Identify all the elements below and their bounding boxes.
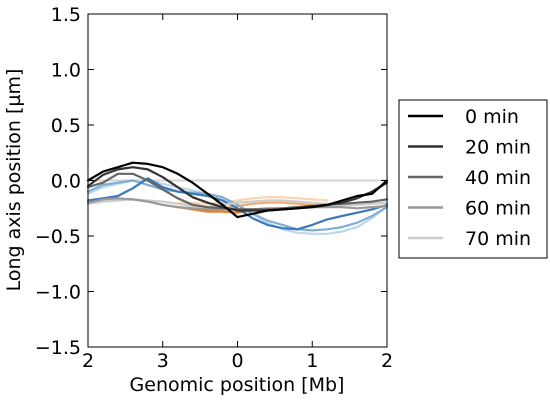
y-tick-label-6: −1.5 [35, 337, 81, 359]
x-tick-label-0: 2 [82, 350, 94, 372]
y-tick-label-4: −0.5 [35, 226, 81, 248]
x-axis-label: Genomic position [Mb] [130, 374, 345, 396]
legend-label-0: 0 min [465, 106, 519, 128]
legend: 0 min 20 min 40 min 60 min 70 min [398, 99, 548, 259]
legend-label-3: 60 min [465, 198, 531, 220]
x-tick-label-3: 1 [306, 350, 318, 372]
x-tick-label-2: 0 [231, 350, 243, 372]
y-axis-label: Long axis position [µm] [3, 69, 25, 292]
y-tick-label-5: −1.0 [35, 282, 81, 304]
x-tick-label-4: 2 [381, 350, 393, 372]
ticks-layer: 2 3 0 1 2 1.5 1.0 0.5 0.0 −0.5 −1.0 −1.5 [35, 4, 393, 372]
y-tick-label-2: 0.5 [51, 115, 81, 137]
series-line-0 [86, 161, 389, 219]
series-line-1 [86, 166, 389, 212]
legend-box [398, 99, 548, 259]
legend-label-1: 20 min [465, 137, 531, 159]
legend-label-2: 40 min [465, 167, 531, 189]
y-tick-label-3: 0.0 [51, 171, 81, 193]
y-tick-label-0: 1.5 [51, 4, 81, 26]
series-line-6 [86, 179, 389, 232]
x-tick-label-1: 3 [157, 350, 169, 372]
series-layer [86, 161, 389, 235]
y-tick-label-1: 1.0 [51, 60, 81, 82]
legend-label-4: 70 min [465, 228, 531, 250]
series-line-10 [176, 196, 329, 205]
